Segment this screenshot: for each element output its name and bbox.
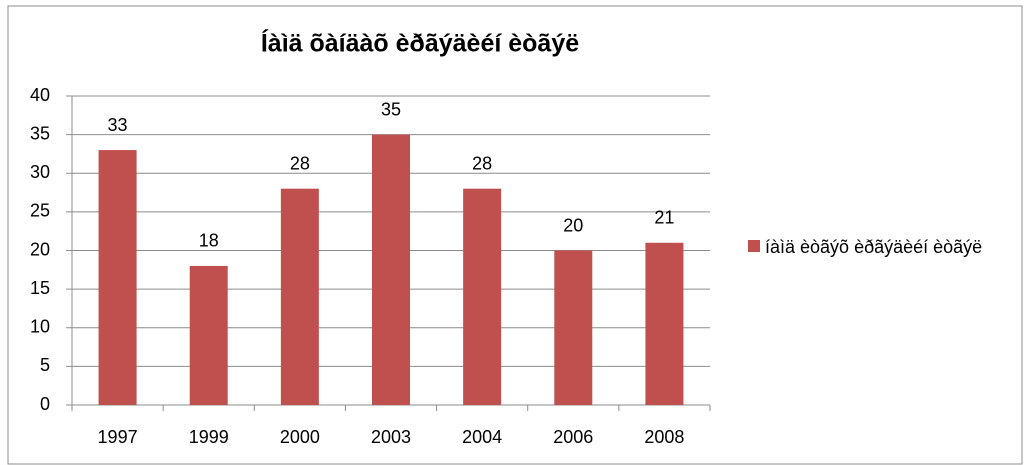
y-tick-label: 5: [40, 355, 50, 375]
data-label: 20: [563, 215, 583, 235]
y-tick-label: 30: [30, 162, 50, 182]
chart-title: Íàìä õàíäàõ èðãýäèéí èòãýë: [261, 29, 579, 58]
data-label: 33: [108, 115, 128, 135]
x-tick-label: 1999: [189, 427, 229, 447]
y-tick-label: 40: [30, 85, 50, 105]
y-tick-label: 20: [30, 239, 50, 259]
x-tick-label: 2000: [280, 427, 320, 447]
data-label: 21: [654, 208, 674, 228]
bar: [98, 150, 137, 405]
x-tick-label: 1997: [98, 427, 138, 447]
x-tick-label: 2008: [644, 427, 684, 447]
y-tick-label: 10: [30, 317, 50, 337]
data-label: 35: [381, 99, 401, 119]
y-tick-label: 15: [30, 278, 50, 298]
bar: [189, 265, 228, 405]
chart-border: [7, 5, 1023, 465]
x-tick-label: 2006: [553, 427, 593, 447]
data-label: 28: [472, 153, 492, 173]
bar: [372, 134, 410, 405]
data-label: 18: [199, 231, 219, 251]
legend-swatch: [748, 240, 760, 252]
data-label: 28: [290, 153, 310, 173]
x-tick-label: 2003: [371, 427, 411, 447]
bar: [645, 242, 684, 405]
bar: [554, 250, 593, 405]
bar: [463, 188, 502, 405]
y-tick-label: 25: [30, 201, 50, 221]
y-tick-label: 35: [30, 123, 50, 143]
x-tick-label: 2004: [462, 427, 502, 447]
bar: [280, 188, 319, 405]
legend-label: íàìä èòãýõ èðãýäèéí èòãýë: [765, 237, 983, 257]
y-tick-label: 0: [40, 394, 50, 414]
